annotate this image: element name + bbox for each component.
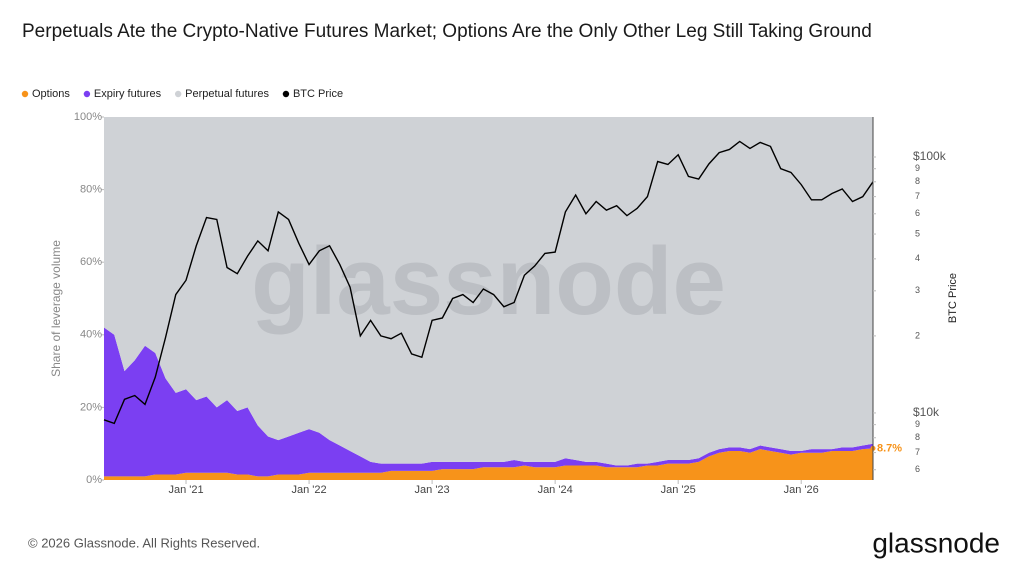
y2-tick-label: 6 [915,208,920,218]
brand-logo: glassnode [872,527,1000,558]
y2-tick-label: 7 [915,191,920,201]
x-tick-label: Jan '22 [291,484,326,496]
y-tick-label: 0% [86,474,102,486]
area-0 [104,448,873,480]
legend-swatch [282,90,290,98]
y2-tick-label: 8 [915,176,920,186]
y2-tick-label: $10k [913,405,940,419]
legend-label: Options [32,88,70,100]
y-tick-label: 100% [74,111,102,123]
legend-label: BTC Price [293,88,343,100]
y2-tick-label: 3 [915,285,920,295]
x-tick-label: Jan '23 [415,484,450,496]
y2-tick-label: 4 [915,253,920,263]
y-tick-label: 20% [80,401,102,413]
y2-axis-title: BTC Price [947,273,959,323]
y2-tick-label: 9 [915,163,920,173]
area-1 [104,327,873,477]
legend-label: Expiry futures [94,88,162,100]
y2-tick-label: $100k [913,149,947,163]
x-tick-label: Jan '21 [168,484,203,496]
watermark: glassnode [251,228,726,335]
chart-title: Perpetuals Ate the Crypto-Native Futures… [22,21,872,42]
x-tick-label: Jan '25 [661,484,696,496]
x-tick-label: Jan '24 [538,484,573,496]
y-axis-title: Share of leverage volume [49,240,63,377]
legend-swatch [21,90,29,98]
btc-line [103,140,874,425]
legend-swatch [174,90,182,98]
x-tick-label: Jan '26 [784,484,819,496]
y-tick-label: 60% [80,256,102,268]
y2-tick-label: 8 [915,432,920,442]
copyright: © 2026 Glassnode. All Rights Reserved. [28,535,260,550]
y2-tick-label: 2 [915,330,920,340]
y-tick-label: 40% [80,329,102,341]
legend-label: Perpetual futures [185,88,269,100]
legend-swatch [83,90,91,98]
y2-tick-label: 7 [915,447,920,457]
y-tick-label: 80% [80,184,102,196]
y2-tick-label: 6 [915,464,920,474]
y2-tick-label: 9 [915,419,920,429]
value-label: 8.7% [877,442,902,454]
y2-tick-label: 5 [915,228,920,238]
